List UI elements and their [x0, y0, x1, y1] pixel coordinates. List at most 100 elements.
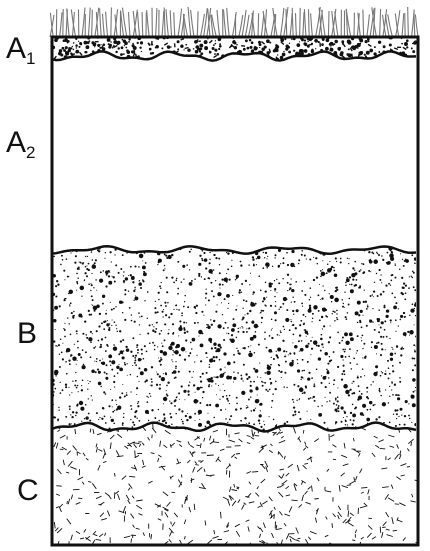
stipple-dot — [227, 307, 229, 310]
stipple-dot — [82, 332, 85, 335]
parent-material-dash — [98, 448, 103, 452]
organic-speck — [385, 54, 389, 58]
stipple-dot — [103, 432, 105, 434]
stipple-dot — [360, 392, 363, 395]
parent-material-dash — [308, 536, 312, 541]
stipple-dot — [94, 259, 97, 262]
stipple-dot — [110, 261, 112, 263]
parent-material-dash — [102, 452, 106, 459]
stipple-dot — [122, 383, 124, 386]
parent-material-dash — [133, 443, 137, 449]
stipple-dot — [332, 402, 335, 405]
stipple-dot — [276, 292, 278, 294]
stipple-dot — [303, 322, 305, 324]
stipple-dot — [390, 319, 392, 322]
stipple-dot — [138, 253, 144, 259]
grass-blade — [163, 7, 166, 38]
stipple-dot — [86, 246, 89, 248]
stipple-dot — [207, 378, 212, 383]
parent-material-dash — [298, 504, 303, 508]
stipple-dot — [109, 251, 112, 254]
parent-material-dash — [56, 493, 60, 496]
parent-material-dash — [359, 468, 363, 474]
stipple-dot — [87, 398, 89, 400]
parent-material-dash — [129, 441, 135, 445]
stipple-dot — [408, 403, 410, 405]
stipple-dot — [169, 400, 171, 402]
organic-speck — [259, 59, 262, 61]
stipple-dot — [241, 431, 243, 432]
stipple-dot — [134, 356, 137, 359]
stipple-dot — [141, 265, 146, 270]
grass-blade — [99, 8, 102, 38]
stipple-dot — [123, 395, 126, 398]
organic-speck — [325, 46, 329, 51]
grass-blade — [294, 13, 297, 38]
stipple-dot — [133, 361, 136, 364]
parent-material-dash — [192, 451, 196, 454]
parent-material-dash — [179, 539, 182, 544]
stipple-dot — [132, 354, 135, 358]
stipple-dot — [80, 432, 82, 434]
stipple-dot — [362, 347, 364, 350]
stipple-dot — [129, 274, 132, 277]
organic-speck — [132, 46, 137, 50]
stipple-dot — [298, 350, 300, 352]
stipple-dot — [372, 321, 374, 323]
stipple-dot — [243, 429, 245, 431]
stipple-dot — [241, 325, 243, 328]
stipple-dot — [297, 385, 300, 388]
organic-speck — [263, 45, 267, 49]
organic-speck — [218, 47, 221, 51]
stipple-dot — [225, 418, 227, 420]
stipple-dot — [403, 423, 406, 426]
stipple-dot — [106, 343, 109, 347]
stipple-dot — [81, 365, 86, 370]
stipple-dot — [399, 407, 403, 411]
parent-material-dash — [296, 464, 300, 472]
stipple-dot — [80, 389, 84, 392]
stipple-dot — [65, 360, 67, 363]
stipple-dot — [409, 248, 413, 252]
stipple-dot — [174, 376, 177, 379]
stipple-dot — [130, 408, 133, 410]
grass-blade — [371, 7, 377, 38]
horizon-b-texture — [52, 246, 416, 434]
stipple-dot — [254, 331, 257, 333]
stipple-dot — [90, 251, 93, 253]
stipple-dot — [356, 321, 359, 324]
stipple-dot — [352, 419, 355, 422]
stipple-dot — [297, 362, 299, 365]
stipple-dot — [287, 354, 289, 356]
stipple-dot — [80, 432, 81, 433]
stipple-dot — [338, 342, 341, 344]
stipple-dot — [183, 321, 186, 324]
parent-material-dash — [141, 442, 145, 446]
stipple-dot — [293, 265, 296, 268]
organic-speck — [390, 54, 393, 57]
stipple-dot — [362, 414, 365, 416]
stipple-dot — [244, 417, 247, 420]
parent-material-dash — [227, 499, 231, 506]
parent-material-dash — [261, 539, 266, 544]
stipple-dot — [414, 349, 416, 351]
organic-speck — [188, 57, 192, 61]
parent-material-dash — [367, 525, 373, 530]
organic-speck — [377, 40, 382, 44]
stipple-dot — [387, 260, 391, 265]
stipple-dot — [156, 371, 158, 373]
stipple-dot — [295, 280, 298, 283]
parent-material-dash — [131, 495, 135, 499]
stipple-dot — [321, 307, 327, 312]
stipple-dot — [254, 302, 257, 305]
stipple-dot — [216, 376, 219, 379]
stipple-dot — [410, 394, 413, 396]
stipple-dot — [270, 318, 273, 321]
stipple-dot — [258, 275, 261, 278]
stipple-dot — [274, 290, 276, 292]
stipple-dot — [291, 288, 295, 293]
parent-material-dash — [297, 436, 301, 440]
stipple-dot — [277, 363, 280, 366]
stipple-dot — [334, 320, 336, 322]
stipple-dot — [308, 309, 310, 311]
